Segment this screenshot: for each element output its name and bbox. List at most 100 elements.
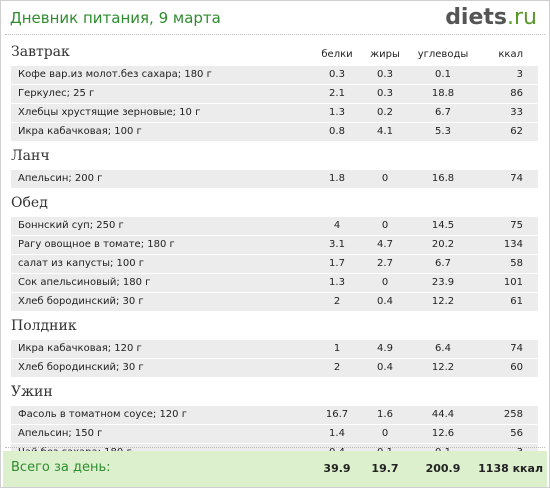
food-carbs: 14.5 <box>431 220 455 231</box>
total-kcal: 1138 ккал <box>478 462 543 475</box>
total-carbs: 200.9 <box>425 462 461 475</box>
total-protein: 39.9 <box>323 462 351 475</box>
logo-main: diets <box>445 5 508 30</box>
food-row[interactable]: Сок апельсиновый; 180 г 1.3 0 23.9 101 <box>11 274 538 292</box>
food-protein: 1.8 <box>329 173 345 184</box>
column-header-fat: жиры <box>370 49 400 60</box>
food-fat: 4.7 <box>377 239 393 250</box>
food-name: Сок апельсиновый; 180 г <box>18 277 151 288</box>
site-logo[interactable]: diets.ru <box>445 5 537 30</box>
food-name: Хлеб бородинский; 30 г <box>18 362 144 373</box>
food-protein: 2.1 <box>329 88 345 99</box>
food-protein: 1.3 <box>329 107 345 118</box>
daily-total-bar: Всего за день: 39.9 19.7 200.9 1138 ккал <box>3 451 547 487</box>
food-row[interactable]: Апельсин; 200 г 1.8 0 16.8 74 <box>11 170 538 188</box>
food-row[interactable]: Фасоль в томатном соусе; 120 г 16.7 1.6 44.… <box>11 406 538 424</box>
food-row[interactable]: Икра кабачковая; 120 г 1 4.9 6.4 74 <box>11 340 538 358</box>
column-header-protein: белки <box>321 49 353 60</box>
food-row[interactable]: Хлеб бородинский; 30 г 2 0.4 12.2 61 <box>11 293 538 311</box>
total-fat: 19.7 <box>371 462 399 475</box>
food-row[interactable]: Боннский суп; 250 г 4 0 14.5 75 <box>11 217 538 235</box>
food-carbs: 6.4 <box>435 343 451 354</box>
food-fat: 0.4 <box>377 362 393 373</box>
food-protein: 3.1 <box>329 239 345 250</box>
food-row[interactable]: Икра кабачковая; 100 г 0.8 4.1 5.3 62 <box>11 123 538 141</box>
food-protein: 2 <box>333 296 341 307</box>
food-carbs: 23.9 <box>431 277 455 288</box>
food-kcal: 134 <box>503 239 523 250</box>
food-carbs: 12.2 <box>431 362 455 373</box>
food-protein: 1 <box>333 343 341 354</box>
food-kcal: 33 <box>510 107 523 118</box>
food-kcal: 3 <box>516 69 523 80</box>
food-kcal: 74 <box>510 343 523 354</box>
food-name: Икра кабачковая; 100 г <box>18 126 142 137</box>
food-name: Геркулес; 25 г <box>18 88 95 99</box>
food-carbs: 6.7 <box>435 258 451 269</box>
food-carbs: 20.2 <box>431 239 455 250</box>
food-carbs: 18.8 <box>431 88 455 99</box>
food-kcal: 86 <box>510 88 523 99</box>
top-divider <box>5 34 545 35</box>
food-carbs: 44.4 <box>431 409 455 420</box>
food-protein: 0.3 <box>329 69 345 80</box>
food-carbs: 6.7 <box>435 107 451 118</box>
food-row[interactable]: Хлеб бородинский; 30 г 2 0.4 12.2 60 <box>11 359 538 377</box>
food-fat: 0.3 <box>377 69 393 80</box>
food-name: Хлебцы хрустящие зерновые; 10 г <box>18 107 201 118</box>
food-carbs: 0.1 <box>435 69 451 80</box>
food-name: салат из капусты; 100 г <box>18 258 145 269</box>
meal-title: Ужин <box>11 384 53 400</box>
food-row[interactable]: салат из капусты; 100 г 1.7 2.7 6.7 58 <box>11 255 538 273</box>
food-fat: 0.3 <box>377 88 393 99</box>
food-row[interactable]: Рагу овощное в томате; 180 г 3.1 4.7 20.2 13… <box>11 236 538 254</box>
food-carbs: 12.2 <box>431 296 455 307</box>
food-name: Боннский суп; 250 г <box>18 220 124 231</box>
meal-title: Обед <box>11 195 48 211</box>
food-fat: 2.7 <box>377 258 393 269</box>
food-kcal: 75 <box>510 220 523 231</box>
food-protein: 0.8 <box>329 126 345 137</box>
food-name: Апельсин; 150 г <box>18 428 103 439</box>
food-row[interactable]: Апельсин; 150 г 1.4 0 12.6 56 <box>11 425 538 443</box>
food-protein: 16.7 <box>325 409 349 420</box>
food-name: Икра кабачковая; 120 г <box>18 343 142 354</box>
food-fat: 0.2 <box>377 107 393 118</box>
meal-title: Ланч <box>11 148 50 164</box>
food-protein: 2 <box>333 362 341 373</box>
food-fat: 0 <box>381 173 389 184</box>
food-kcal: 62 <box>510 126 523 137</box>
food-kcal: 74 <box>510 173 523 184</box>
food-fat: 4.9 <box>377 343 393 354</box>
food-fat: 0 <box>381 428 389 439</box>
food-protein: 4 <box>333 220 341 231</box>
food-name: Кофе вар.из молот.без сахара; 180 г <box>18 69 212 80</box>
food-fat: 0.4 <box>377 296 393 307</box>
food-kcal: 61 <box>510 296 523 307</box>
meal-title: Полдник <box>11 318 77 334</box>
food-protein: 1.7 <box>329 258 345 269</box>
food-protein: 1.3 <box>329 277 345 288</box>
page-title: Дневник питания, 9 марта <box>10 9 221 27</box>
food-name: Апельсин; 200 г <box>18 173 103 184</box>
food-kcal: 60 <box>510 362 523 373</box>
food-name: Хлеб бородинский; 30 г <box>18 296 144 307</box>
food-row[interactable]: Хлебцы хрустящие зерновые; 10 г 1.3 0.2 6.7… <box>11 104 538 122</box>
bottom-divider <box>5 447 545 448</box>
column-header-kcal: ккал <box>498 49 523 60</box>
column-header-carbs: углеводы <box>417 49 469 60</box>
food-carbs: 16.8 <box>431 173 455 184</box>
food-protein: 1.4 <box>329 428 345 439</box>
food-row[interactable]: Геркулес; 25 г 2.1 0.3 18.8 86 <box>11 85 538 103</box>
food-carbs: 12.6 <box>431 428 455 439</box>
food-name: Фасоль в томатном соусе; 120 г <box>18 409 187 420</box>
food-fat: 1.6 <box>377 409 393 420</box>
food-kcal: 56 <box>510 428 523 439</box>
food-name: Рагу овощное в томате; 180 г <box>18 239 175 250</box>
food-kcal: 101 <box>503 277 523 288</box>
column-headers: белки жиры углеводы ккал <box>1 49 550 63</box>
meal-title: Завтрак <box>11 44 70 60</box>
food-fat: 0 <box>381 277 389 288</box>
food-row[interactable]: Кофе вар.из молот.без сахара; 180 г 0.3 0.… <box>11 66 538 84</box>
